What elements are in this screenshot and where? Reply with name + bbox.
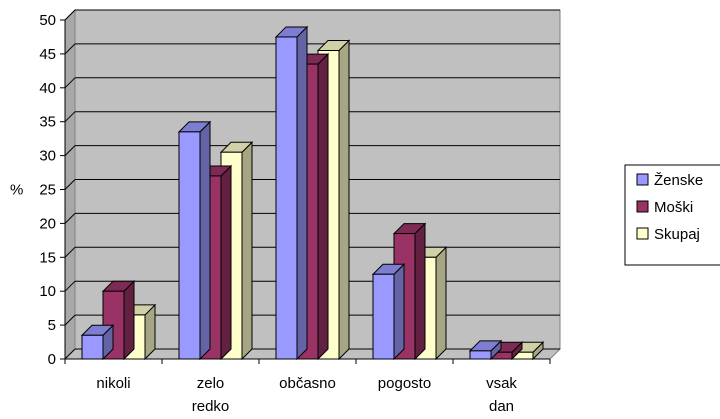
y-tick-label: 0 (48, 351, 56, 368)
bar-side (393, 263, 405, 361)
bar (469, 350, 492, 360)
bar-side (241, 141, 253, 361)
gridline-side (64, 111, 76, 123)
gridline-side (64, 43, 76, 55)
x-category-label: občasno (279, 375, 336, 392)
bar-side (414, 222, 426, 361)
y-tick-label: 15 (39, 249, 56, 266)
y-tick-label: 50 (39, 12, 56, 29)
legend-label: Moški (654, 199, 693, 216)
y-tick-labels: 0 5 10 15 20 25 30 35 40 45 50 (39, 12, 56, 368)
y-tick-label: 30 (39, 148, 56, 165)
legend-swatch (636, 227, 649, 240)
y-tick-label: 20 (39, 215, 56, 232)
bar (178, 131, 201, 360)
bars (80, 25, 545, 361)
legend-label: Ženske (654, 172, 703, 189)
bar-side (199, 120, 211, 361)
legend: Ženske Moški Skupaj (624, 164, 720, 266)
legend-swatch (636, 173, 649, 186)
legend-swatch (636, 200, 649, 213)
y-axis-label: % (10, 182, 23, 199)
gridline-side (64, 9, 76, 21)
y-tick-label: 25 (39, 182, 56, 199)
bar-side (220, 164, 232, 361)
y-tick-label: 40 (39, 80, 56, 97)
x-category-label: dan (489, 398, 514, 415)
gridline-side (64, 314, 76, 326)
x-category-label: nikoli (96, 375, 130, 392)
gridline-side (64, 280, 76, 292)
bar (81, 334, 104, 360)
x-category-label: zelo (197, 375, 225, 392)
x-category-label: pogosto (378, 375, 431, 392)
bar-side (317, 52, 329, 361)
y-tick-label: 45 (39, 46, 56, 63)
x-category-label: vsak (486, 375, 517, 392)
legend-label: Skupaj (654, 226, 700, 243)
bar-side (435, 246, 447, 361)
bar (372, 273, 395, 360)
bar-side (123, 279, 135, 361)
gridline-side (64, 145, 76, 156)
y-tick-label: 10 (39, 283, 56, 300)
gridline-side (64, 179, 76, 190)
y-tick-label: 35 (39, 114, 56, 131)
gridline-side (64, 246, 76, 258)
bar-side (296, 25, 308, 361)
gridline-side (64, 348, 76, 360)
bar-side (338, 39, 350, 361)
gridline-side (64, 213, 76, 224)
y-tick-label: 5 (48, 317, 56, 334)
x-category-labels: nikoli zelo redko občasno pogosto vsak dan (96, 375, 517, 415)
gridline-side (64, 77, 76, 89)
x-category-label: redko (192, 398, 230, 415)
bar (275, 36, 298, 360)
